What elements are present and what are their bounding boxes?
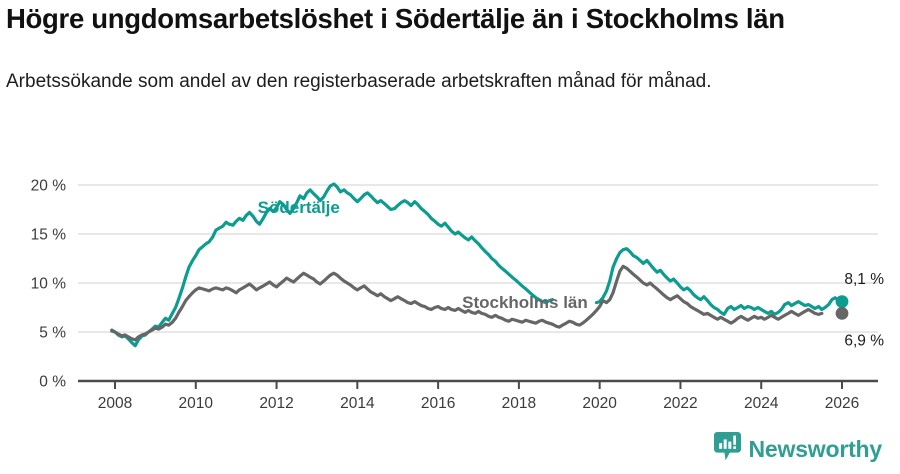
chart-end-value-labels: 8,1 % 6,9 % [844, 271, 884, 349]
chart-y-axis-labels: 0 % 5 % 10 % 15 % 20 % [31, 178, 67, 391]
y-axis-tick-label: 5 % [39, 325, 66, 342]
chart-footer: Newsworthy [0, 430, 900, 474]
newsworthy-logo-text: Newsworthy [748, 435, 883, 462]
logo-mark [713, 432, 741, 461]
end-value-label-sodertalje: 8,1 % [844, 271, 884, 288]
series-endpoint-dot [835, 306, 849, 320]
x-axis-tick-label: 2010 [179, 395, 214, 412]
page-subtitle: Arbetssökande som andel av den registerb… [6, 71, 712, 92]
newsworthy-logo[interactable]: Newsworthy [713, 432, 883, 466]
chart-container: 0 % 5 % 10 % 15 % 20 % 2008 2010 2012 2014 2016 2… [0, 150, 900, 420]
x-axis-tick-label: 2020 [582, 395, 617, 412]
end-value-label-stockholms-lan: 6,9 % [844, 332, 884, 349]
chart-endpoint-markers [835, 295, 849, 320]
page-title: Högre ungdomsarbetslöshet i Södertälje ä… [6, 3, 785, 34]
y-axis-tick-label: 10 % [31, 276, 67, 293]
series-label: Södertälje [258, 198, 340, 217]
x-axis-tick-label: 2008 [98, 395, 132, 412]
x-axis-tick-label: 2012 [259, 395, 293, 412]
chart-x-axis-labels: 2008 2010 2012 2014 2016 2018 2020 2022 2024 2026 [98, 395, 859, 412]
x-axis-tick-label: 2016 [421, 395, 455, 412]
x-axis-tick-label: 2022 [663, 395, 697, 412]
y-axis-tick-label: 20 % [31, 178, 67, 195]
series-label: Stockholms län [462, 293, 588, 312]
series-endpoint-dot [835, 295, 849, 309]
y-axis-tick-label: 0 % [39, 374, 66, 391]
x-axis-tick-label: 2014 [340, 395, 375, 412]
line-chart: 0 %5 %10 %15 %20 % 2008 2010 2012 2014 2016 2… [31, 178, 885, 413]
series-line [110, 264, 824, 342]
chart-x-axis [78, 379, 878, 389]
x-axis-tick-label: 2026 [825, 395, 859, 412]
x-axis-tick-label: 2018 [502, 395, 536, 412]
chart-series-labels: Södertälje Stockholms län [258, 198, 588, 312]
newsworthy-bar-chart-bubble-icon [713, 432, 741, 466]
x-axis-tick-label: 2024 [744, 395, 779, 412]
chart-gridlines [78, 184, 878, 333]
series-line [110, 182, 844, 348]
y-axis-tick-label: 15 % [31, 227, 67, 244]
chart-series-lines [110, 182, 844, 348]
